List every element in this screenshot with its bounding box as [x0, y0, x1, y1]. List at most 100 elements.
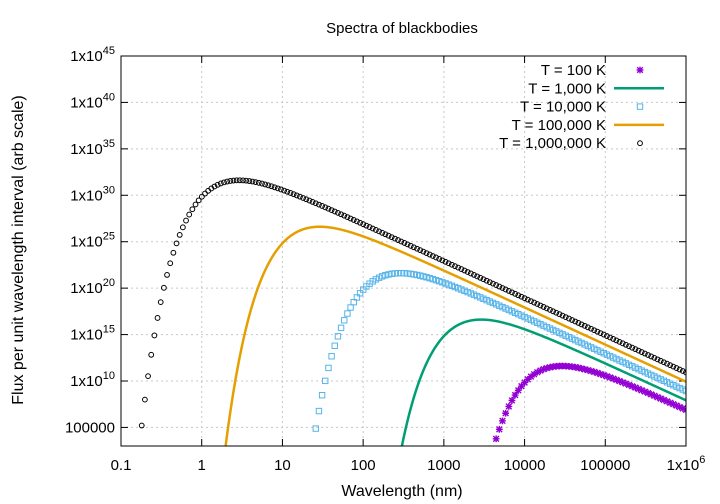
data-point — [679, 405, 686, 412]
data-point — [657, 357, 664, 364]
y-tick-label: 1x1030 — [70, 184, 115, 204]
data-point — [331, 342, 338, 349]
data-point — [512, 290, 519, 297]
data-point — [534, 301, 541, 307]
data-point — [669, 400, 677, 408]
data-point — [647, 390, 655, 398]
data-point — [496, 283, 503, 290]
x-axis-label: Wavelength (nm) — [341, 483, 462, 500]
data-point — [176, 231, 183, 238]
data-point — [287, 190, 294, 196]
legend-label: T = 10,000 K — [520, 99, 606, 116]
data-point — [622, 341, 629, 348]
y-axis-label: Flux per unit wavelength interval (arb s… — [10, 95, 27, 404]
data-point — [198, 193, 205, 200]
data-point — [492, 435, 500, 443]
series-line — [224, 225, 686, 446]
data-point — [471, 271, 477, 278]
data-point — [420, 248, 427, 255]
data-point — [585, 324, 591, 331]
data-point — [300, 195, 307, 201]
grid-lines — [121, 56, 686, 446]
legend-label: T = 100 K — [541, 62, 606, 79]
data-point — [363, 222, 370, 229]
data-point — [331, 208, 338, 215]
data-point — [533, 368, 541, 376]
data-point — [629, 344, 636, 351]
data-point — [511, 391, 519, 399]
data-point — [170, 249, 177, 256]
data-point — [676, 403, 684, 411]
data-point — [467, 270, 474, 277]
data-point — [607, 334, 613, 341]
data-point — [328, 207, 335, 213]
data-point — [660, 359, 667, 366]
data-point — [354, 218, 360, 225]
data-point — [189, 206, 196, 213]
x-tick-label: 1 — [198, 457, 206, 474]
data-point — [322, 377, 329, 385]
data-point — [635, 347, 642, 354]
series-100000 — [224, 225, 686, 446]
data-point — [593, 369, 601, 377]
data-point — [325, 364, 332, 372]
chart-title: Spectra of blackbodies — [326, 20, 478, 37]
data-point — [540, 304, 547, 310]
data-point — [297, 193, 303, 200]
y-tick-label: 1x1010 — [70, 370, 115, 390]
data-point — [566, 315, 572, 322]
data-point — [597, 370, 604, 378]
data-point — [524, 296, 531, 303]
data-point — [452, 263, 458, 270]
data-point — [407, 242, 414, 249]
data-point — [141, 396, 148, 403]
data-point — [376, 228, 382, 235]
data-point — [315, 407, 323, 415]
data-point — [195, 197, 202, 204]
data-point — [312, 425, 319, 432]
legend-swatch — [637, 140, 643, 147]
data-point — [410, 244, 417, 251]
data-point — [350, 217, 357, 223]
y-tick-label: 1x1020 — [70, 277, 115, 297]
data-point — [499, 417, 506, 425]
data-point — [562, 314, 569, 321]
data-point — [531, 299, 538, 306]
data-point — [164, 271, 170, 278]
data-point — [344, 310, 351, 317]
data-point — [391, 235, 398, 242]
data-point — [477, 274, 484, 281]
data-point — [404, 241, 411, 248]
data-point — [584, 366, 592, 374]
data-point — [645, 352, 651, 358]
x-tick-label: 1000 — [427, 457, 460, 474]
data-point — [429, 253, 436, 259]
data-point — [455, 264, 462, 271]
data-point — [240, 177, 246, 184]
data-point — [616, 377, 623, 385]
data-point — [398, 238, 405, 245]
data-point — [518, 293, 525, 300]
data-point — [637, 140, 643, 147]
data-point — [265, 182, 272, 189]
data-point — [360, 221, 367, 228]
data-point — [486, 279, 493, 286]
data-point — [660, 396, 668, 404]
data-point — [138, 422, 145, 429]
data-point — [369, 225, 376, 232]
series-layer — [138, 177, 686, 446]
x-tick-label: 100 — [351, 457, 376, 474]
data-point — [556, 311, 563, 318]
data-point — [648, 353, 655, 360]
data-point — [474, 273, 481, 280]
data-point — [316, 201, 322, 208]
y-tick-label: 100000 — [65, 419, 115, 436]
data-point — [537, 302, 544, 309]
data-point — [309, 199, 316, 205]
data-point — [679, 368, 686, 374]
data-point — [262, 181, 269, 188]
data-point — [600, 371, 608, 379]
data-point — [515, 292, 522, 299]
data-point — [483, 277, 490, 284]
x-tick-label: 100000 — [580, 457, 630, 474]
